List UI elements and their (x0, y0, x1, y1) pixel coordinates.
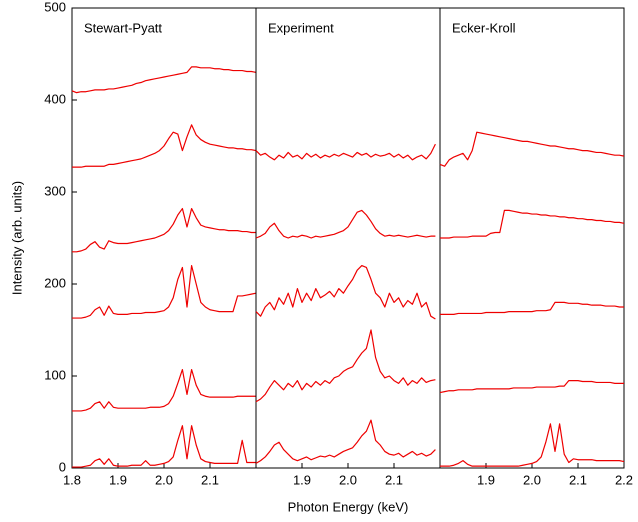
x-tick-label: 1.9 (293, 472, 311, 487)
x-tick-label: 1.9 (477, 472, 495, 487)
line-series (255, 265, 436, 320)
line-series (440, 301, 624, 315)
y-tick-label: 400 (44, 91, 66, 106)
line-series (255, 419, 436, 464)
y-tick-label: 200 (44, 275, 66, 290)
line-series (72, 207, 256, 253)
line-series (255, 143, 436, 161)
y-tick-label: 100 (44, 367, 66, 382)
panel-title: Experiment (268, 20, 334, 35)
x-tick-label: 2.1 (385, 472, 403, 487)
line-series (72, 368, 256, 412)
x-tick-label: 1.9 (109, 472, 127, 487)
x-tick-label: 2.1 (569, 472, 587, 487)
x-tick-label: 2.1 (201, 472, 219, 487)
x-tick-label: 2.2 (615, 472, 633, 487)
panel-frame (255, 7, 441, 469)
line-series (72, 124, 257, 168)
x-axis-label: Photon Energy (keV) (288, 499, 409, 514)
panel-title: Stewart-Pyatt (84, 20, 162, 35)
line-series (439, 131, 625, 167)
x-tick-label: 2.0 (339, 472, 357, 487)
line-series (72, 265, 257, 319)
line-series (440, 209, 625, 239)
y-tick-label: 300 (44, 183, 66, 198)
x-tick-label: 2.0 (155, 472, 173, 487)
panel-title: Ecker-Kroll (452, 20, 516, 35)
line-series (440, 423, 625, 467)
y-tick-label: 500 (44, 0, 66, 14)
x-tick-label: 1.8 (63, 472, 81, 487)
line-series (72, 425, 256, 468)
line-series (255, 209, 436, 239)
line-series (255, 329, 436, 403)
y-tick-label: 0 (59, 459, 66, 474)
y-axis-label: Intensity (arb. units) (9, 181, 24, 295)
line-series (71, 66, 257, 94)
line-series (439, 380, 624, 394)
panel-frame (439, 7, 625, 469)
x-tick-label: 2.0 (523, 472, 541, 487)
